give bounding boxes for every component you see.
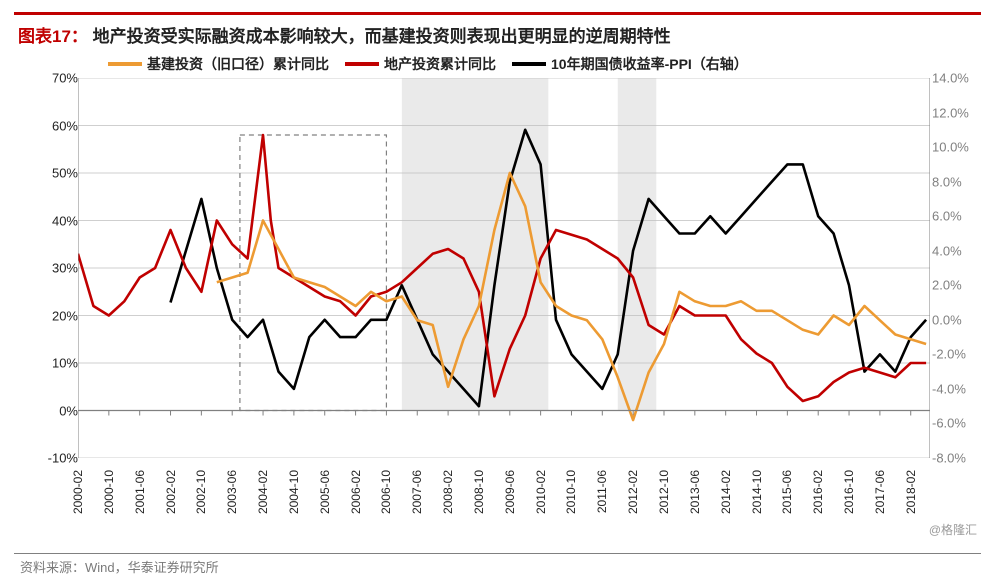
x-tick-label: 2016-10 xyxy=(842,470,856,514)
legend-item-bond: 10年期国债收益率-PPI（右轴） xyxy=(512,54,748,74)
x-tick-label: 2006-02 xyxy=(349,470,363,514)
legend-label-realestate: 地产投资累计同比 xyxy=(384,54,496,74)
x-tick-label: 2004-02 xyxy=(256,470,270,514)
legend-item-infra: 基建投资（旧口径）累计同比 xyxy=(108,54,329,74)
y-right-tick-label: -6.0% xyxy=(932,416,966,431)
figure-number: 图表17： xyxy=(18,27,88,46)
x-tick-label: 2001-06 xyxy=(133,470,147,514)
y-right-tick-label: -2.0% xyxy=(932,347,966,362)
x-axis-labels: 2000-022000-102001-062002-022002-102003-… xyxy=(78,462,930,552)
x-tick-label: 2008-10 xyxy=(472,470,486,514)
watermark-text: @格隆汇 xyxy=(929,521,977,538)
x-tick-label: 2017-06 xyxy=(873,470,887,514)
y-left-tick-label: 60% xyxy=(52,118,78,133)
x-tick-label: 2007-06 xyxy=(410,470,424,514)
x-tick-label: 2004-10 xyxy=(287,470,301,514)
y-left-tick-label: 10% xyxy=(52,356,78,371)
x-tick-label: 2016-02 xyxy=(811,470,825,514)
y-left-tick-label: 20% xyxy=(52,308,78,323)
x-tick-label: 2015-06 xyxy=(780,470,794,514)
x-tick-label: 2003-06 xyxy=(225,470,239,514)
legend: 基建投资（旧口径）累计同比 地产投资累计同比 10年期国债收益率-PPI（右轴） xyxy=(108,54,748,74)
chart-canvas xyxy=(78,78,930,458)
y-axis-left-labels: -10%0%10%20%30%40%50%60%70% xyxy=(34,78,78,458)
figure-title: 图表17： 地产投资受实际融资成本影响较大，而基建投资则表现出更明显的逆周期特性 xyxy=(18,22,671,47)
x-tick-label: 2011-06 xyxy=(595,470,609,513)
legend-swatch-bond xyxy=(512,62,546,66)
x-tick-label: 2000-10 xyxy=(102,470,116,514)
y-left-tick-label: 0% xyxy=(59,403,78,418)
x-tick-label: 2000-02 xyxy=(71,470,85,514)
y-right-tick-label: 6.0% xyxy=(932,209,962,224)
legend-swatch-realestate xyxy=(345,62,379,66)
y-right-tick-label: 4.0% xyxy=(932,243,962,258)
legend-label-bond: 10年期国债收益率-PPI（右轴） xyxy=(551,54,748,74)
x-tick-label: 2014-10 xyxy=(750,470,764,514)
y-right-tick-label: 2.0% xyxy=(932,278,962,293)
y-right-tick-label: 8.0% xyxy=(932,174,962,189)
source-text: 资料来源：Wind，华泰证券研究所 xyxy=(20,557,219,576)
figure-title-text: 地产投资受实际融资成本影响较大，而基建投资则表现出更明显的逆周期特性 xyxy=(93,27,671,46)
x-tick-label: 2002-02 xyxy=(164,470,178,514)
y-right-tick-label: 12.0% xyxy=(932,105,969,120)
y-right-tick-label: 0.0% xyxy=(932,312,962,327)
y-right-tick-label: -4.0% xyxy=(932,381,966,396)
legend-label-infra: 基建投资（旧口径）累计同比 xyxy=(147,54,329,74)
legend-item-realestate: 地产投资累计同比 xyxy=(345,54,496,74)
y-left-tick-label: 30% xyxy=(52,261,78,276)
x-tick-label: 2006-10 xyxy=(379,470,393,514)
y-left-tick-label: 40% xyxy=(52,213,78,228)
x-tick-label: 2008-02 xyxy=(441,470,455,514)
x-tick-label: 2012-02 xyxy=(626,470,640,514)
y-right-tick-label: 10.0% xyxy=(932,140,969,155)
x-tick-label: 2013-06 xyxy=(688,470,702,514)
y-axis-right-labels: -8.0%-6.0%-4.0%-2.0%0.0%2.0%4.0%6.0%8.0%… xyxy=(932,78,988,458)
y-left-tick-label: -10% xyxy=(48,451,78,466)
x-tick-label: 2005-06 xyxy=(318,470,332,514)
y-left-tick-label: 70% xyxy=(52,71,78,86)
footer-rule xyxy=(14,553,981,554)
x-tick-label: 2010-10 xyxy=(564,470,578,514)
y-left-tick-label: 50% xyxy=(52,166,78,181)
x-tick-label: 2012-10 xyxy=(657,470,671,514)
y-right-tick-label: -8.0% xyxy=(932,451,966,466)
x-tick-label: 2010-02 xyxy=(534,470,548,514)
legend-swatch-infra xyxy=(108,62,142,66)
x-tick-label: 2014-02 xyxy=(719,470,733,514)
x-tick-label: 2009-06 xyxy=(503,470,517,514)
y-right-tick-label: 14.0% xyxy=(932,71,969,86)
x-tick-label: 2002-10 xyxy=(194,470,208,514)
x-tick-label: 2018-02 xyxy=(904,470,918,514)
chart-plot-area xyxy=(78,78,930,458)
top-rule xyxy=(14,12,981,15)
